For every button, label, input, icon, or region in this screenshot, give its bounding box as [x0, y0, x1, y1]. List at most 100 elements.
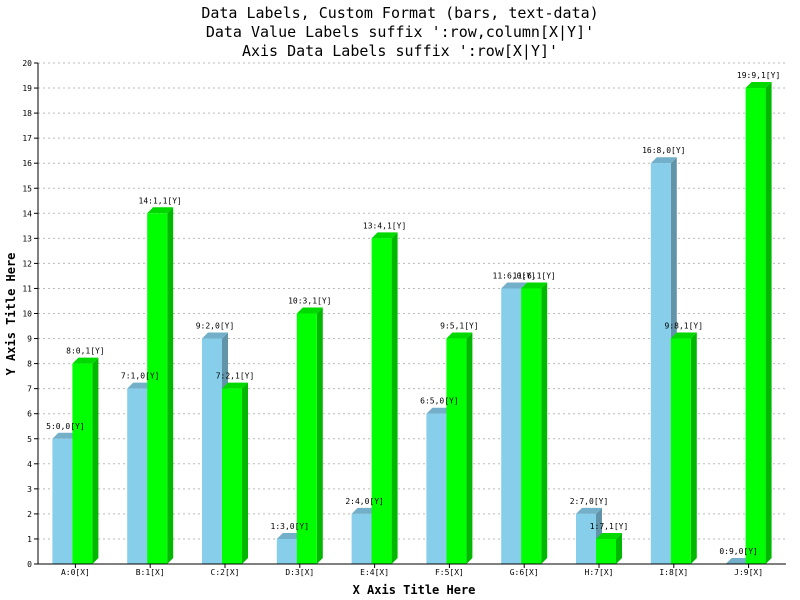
x-tick-label: H:7[X]	[585, 568, 614, 577]
bar	[576, 513, 596, 564]
bar-top	[650, 157, 677, 164]
bar-top	[202, 332, 228, 339]
y-tick-label: 10	[22, 310, 32, 319]
y-tick-label: 17	[22, 134, 32, 143]
data-label: 8:0,1[Y]	[66, 347, 105, 356]
bar-top	[521, 282, 548, 289]
bar-side	[765, 82, 772, 565]
y-tick-label: 1	[27, 535, 32, 544]
y-tick-label: 19	[22, 84, 32, 93]
y-tick-label: 8	[27, 360, 32, 369]
bar-top	[222, 382, 248, 389]
bar-series2	[147, 207, 174, 565]
x-tick-label: D:3[X]	[285, 568, 314, 577]
bar-series2	[222, 382, 248, 564]
data-label: 2:4,0[Y]	[345, 497, 384, 506]
y-tick-label: 0	[27, 560, 32, 569]
data-label: 14:1,1[Y]	[139, 196, 182, 205]
bar-side	[616, 532, 622, 564]
y-tick-label: 7	[27, 385, 32, 394]
bar-side	[541, 282, 548, 564]
y-axis-title: Y Axis Title Here	[4, 253, 18, 376]
bar-side	[391, 232, 398, 564]
bar	[72, 363, 93, 564]
bar-side	[690, 332, 697, 564]
bar-side	[316, 307, 323, 564]
y-tick-label: 6	[27, 410, 32, 419]
data-label: 6:5,0[Y]	[420, 397, 459, 406]
data-label: 1:7,1[Y]	[590, 522, 629, 531]
bar-top	[576, 507, 602, 514]
x-tick-label: C:2[X]	[211, 568, 240, 577]
chart-title-block: Data Labels, Custom Format (bars, text-d…	[0, 4, 800, 61]
bar-series1	[725, 558, 752, 564]
bar-top	[296, 307, 323, 314]
chart-subtitle-1: Data Value Labels suffix ':row,column[X|…	[205, 23, 595, 41]
y-tick-label: 4	[27, 460, 32, 469]
bar	[501, 288, 522, 564]
bar-top	[371, 232, 398, 239]
chart-subtitle-2: Axis Data Labels suffix ':row[X|Y]'	[241, 42, 559, 60]
y-tick-label: 14	[22, 209, 32, 218]
bar-series2	[446, 332, 473, 564]
bar-top	[72, 357, 99, 364]
bar-series2	[670, 332, 697, 564]
bar	[202, 338, 222, 564]
x-tick-label: J:9[X]	[734, 568, 763, 577]
bar-top	[276, 532, 303, 539]
bar	[596, 538, 616, 564]
data-label: 9:8,1[Y]	[665, 322, 704, 331]
x-tick-label: E:4[X]	[360, 568, 389, 577]
data-label: 19:9,1[Y]	[737, 71, 780, 80]
bar-top	[351, 507, 378, 514]
data-label: 11:6,0[Y]	[493, 271, 536, 280]
bar-top	[147, 207, 174, 214]
bar	[446, 338, 467, 564]
bar-top	[127, 382, 154, 389]
bar	[670, 338, 691, 564]
x-tick-label: I:8[X]	[659, 568, 688, 577]
bar-top	[52, 432, 79, 439]
bar	[371, 238, 392, 564]
y-tick-label: 3	[27, 485, 32, 494]
bar-top	[670, 332, 697, 339]
data-label: 0:9,0[Y]	[719, 547, 758, 556]
bar	[276, 538, 297, 564]
bar-top	[426, 407, 453, 414]
data-label: 13:4,1[Y]	[363, 221, 406, 230]
y-tick-label: 16	[22, 159, 32, 168]
y-tick-label: 11	[22, 284, 32, 293]
y-tick-label: 20	[22, 59, 32, 68]
bars-layer	[52, 82, 772, 565]
data-label: 7:2,1[Y]	[216, 372, 255, 381]
bar	[222, 388, 242, 564]
y-tick-label: 12	[22, 259, 32, 268]
bar	[426, 413, 447, 564]
bar-series2	[72, 357, 99, 564]
y-tick-label: 13	[22, 234, 32, 243]
bar	[127, 388, 148, 564]
data-label: 2:7,0[Y]	[570, 497, 609, 506]
bar	[52, 438, 73, 564]
x-tick-label: F:5[X]	[435, 568, 464, 577]
data-labels-layer: 5:0,0[Y] 8:0,1[Y] 7:1,0[Y] 14:1,1[Y] 9:2,0[Y…	[46, 71, 780, 556]
data-label: 9:2,0[Y]	[196, 322, 235, 331]
bar-side	[466, 332, 473, 564]
bar	[521, 288, 542, 564]
data-label: 7:1,0[Y]	[121, 372, 160, 381]
bar	[650, 163, 671, 564]
data-label: 11:6,1[Y]	[513, 271, 556, 280]
bar-top	[745, 82, 772, 89]
bar-series2	[596, 532, 622, 564]
y-tick-label: 18	[22, 109, 32, 118]
bar	[745, 88, 766, 565]
bar	[296, 313, 317, 564]
y-tick-label: 9	[27, 335, 32, 344]
bar-top	[446, 332, 473, 339]
data-label: 10:3,1[Y]	[288, 297, 331, 306]
bar-series2	[521, 282, 548, 564]
bar-top	[501, 282, 528, 289]
y-tick-label: 2	[27, 510, 32, 519]
